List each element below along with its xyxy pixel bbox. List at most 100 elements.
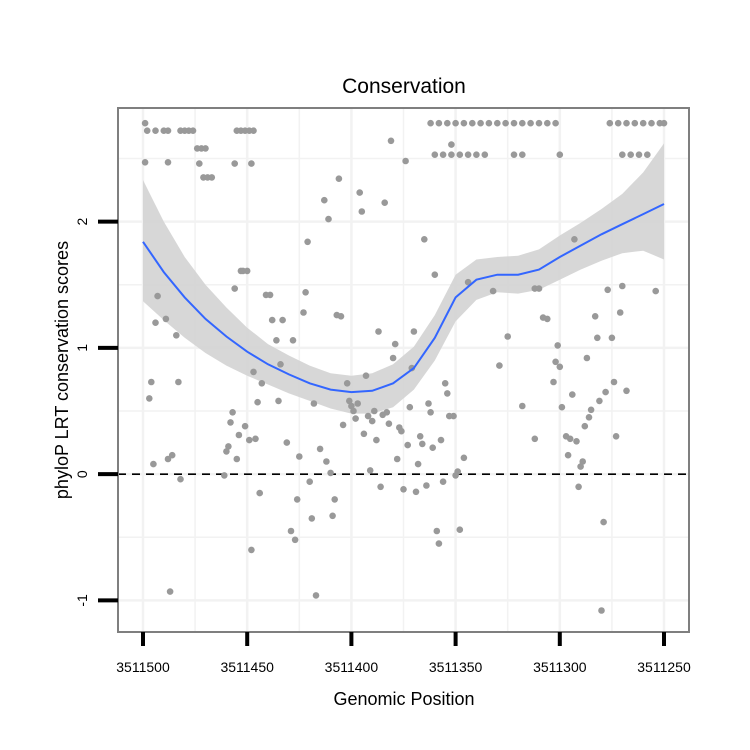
data-point — [366, 467, 374, 474]
data-point — [166, 588, 174, 595]
data-point — [435, 540, 443, 547]
data-point — [460, 119, 468, 127]
data-point — [494, 119, 501, 127]
data-point — [398, 427, 405, 435]
data-point — [473, 151, 480, 158]
data-point — [569, 391, 576, 398]
data-point — [439, 478, 447, 486]
data-point — [566, 435, 574, 443]
y-tick-label: 2 — [74, 217, 90, 225]
data-point — [644, 151, 651, 158]
y-axis-label: phyloP LRT conservation scores — [52, 241, 72, 499]
confidence-band-area — [143, 143, 664, 414]
data-point — [421, 236, 428, 243]
data-point — [427, 409, 434, 416]
data-point — [614, 119, 622, 127]
data-point — [273, 337, 280, 344]
data-point — [331, 496, 339, 503]
data-point — [252, 435, 259, 443]
data-point — [164, 127, 172, 134]
data-point — [312, 592, 320, 599]
data-point — [154, 292, 161, 300]
data-point — [504, 333, 512, 340]
data-point — [639, 119, 647, 127]
data-point — [325, 215, 332, 223]
data-point — [648, 119, 655, 127]
data-point — [141, 159, 149, 166]
data-point — [304, 238, 311, 246]
y-axis: -1 0 1 2 — [74, 217, 118, 607]
data-point — [419, 440, 426, 448]
data-point — [577, 463, 584, 470]
data-point — [293, 496, 301, 503]
data-point — [444, 390, 451, 397]
data-point — [450, 412, 457, 420]
data-point — [425, 400, 432, 407]
y-tick-label: 0 — [74, 470, 90, 478]
data-point — [591, 313, 599, 320]
data-point — [402, 157, 409, 165]
data-point — [535, 119, 543, 127]
data-point — [229, 409, 236, 416]
data-point — [173, 332, 180, 339]
data-point — [423, 482, 430, 489]
smooth-curve — [142, 203, 665, 394]
data-point — [619, 151, 626, 158]
data-point — [439, 151, 447, 158]
data-point — [631, 119, 639, 127]
data-point — [433, 527, 441, 535]
data-point — [152, 127, 159, 134]
data-point — [268, 316, 276, 324]
data-point — [573, 438, 580, 445]
data-point — [571, 236, 578, 243]
data-point — [431, 151, 439, 158]
data-point — [323, 458, 330, 465]
data-point — [175, 378, 182, 386]
data-point — [612, 433, 620, 440]
data-point — [616, 309, 624, 316]
data-point — [241, 422, 249, 430]
data-point — [146, 395, 153, 402]
data-point — [610, 378, 618, 386]
data-point — [435, 119, 443, 127]
smooth-line — [142, 203, 665, 394]
data-point — [343, 380, 351, 387]
data-point — [606, 119, 614, 127]
data-point — [150, 460, 157, 468]
data-point — [519, 119, 526, 127]
data-point — [598, 607, 605, 614]
confidence-band — [143, 143, 664, 414]
data-point — [352, 415, 359, 422]
data-point — [602, 388, 609, 396]
data-point — [296, 453, 303, 460]
data-point — [585, 414, 593, 421]
data-point — [460, 454, 468, 462]
x-tick-label: 3511500 — [116, 659, 170, 675]
data-point — [477, 119, 484, 127]
data-point — [196, 160, 203, 167]
data-point — [346, 397, 353, 405]
data-point — [544, 315, 551, 323]
data-point — [231, 160, 238, 167]
data-point — [287, 527, 295, 535]
data-point — [410, 328, 418, 335]
data-point — [300, 309, 307, 316]
data-point — [481, 151, 489, 158]
data-point — [456, 526, 464, 533]
data-point — [596, 397, 603, 405]
chart-title: Conservation — [342, 75, 466, 98]
x-axis-label: Genomic Position — [333, 689, 474, 709]
x-tick-label: 3511300 — [533, 659, 587, 675]
data-point — [575, 483, 582, 491]
data-point — [635, 151, 643, 158]
data-point — [564, 451, 572, 459]
data-point — [600, 518, 607, 526]
data-point — [277, 361, 284, 368]
data-point — [375, 328, 382, 335]
data-point — [393, 455, 401, 463]
data-point — [337, 313, 345, 320]
data-point — [558, 403, 566, 411]
data-point — [189, 127, 197, 134]
data-point — [594, 334, 601, 342]
data-point — [291, 536, 299, 544]
